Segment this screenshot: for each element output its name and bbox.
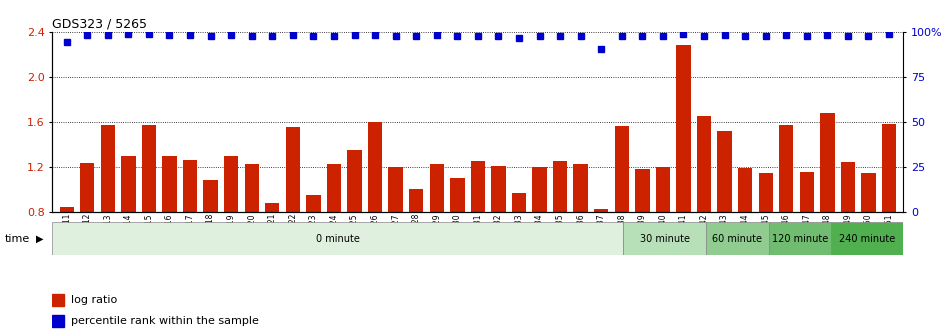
- Bar: [60, 207, 74, 212]
- Text: GDS323 / 5265: GDS323 / 5265: [52, 18, 147, 31]
- Text: ▶: ▶: [36, 234, 44, 244]
- Bar: [512, 193, 526, 212]
- Bar: [163, 156, 177, 212]
- Bar: [388, 167, 403, 212]
- Bar: [697, 116, 711, 212]
- Bar: [759, 173, 773, 212]
- Bar: [768, 222, 831, 255]
- Bar: [614, 126, 629, 212]
- Bar: [831, 222, 903, 255]
- Bar: [224, 156, 239, 212]
- Text: 60 minute: 60 minute: [712, 234, 763, 244]
- Bar: [204, 180, 218, 212]
- Bar: [573, 165, 588, 212]
- Text: 0 minute: 0 minute: [316, 234, 359, 244]
- Text: 240 minute: 240 minute: [839, 234, 895, 244]
- Bar: [430, 165, 444, 212]
- Bar: [800, 172, 814, 212]
- Bar: [368, 122, 382, 212]
- Bar: [409, 189, 423, 212]
- Text: log ratio: log ratio: [71, 295, 118, 305]
- Bar: [327, 165, 341, 212]
- Bar: [779, 125, 793, 212]
- Bar: [471, 161, 485, 212]
- Bar: [882, 124, 896, 212]
- Bar: [347, 150, 361, 212]
- Bar: [738, 168, 752, 212]
- Bar: [142, 125, 156, 212]
- Text: 120 minute: 120 minute: [771, 234, 827, 244]
- Text: percentile rank within the sample: percentile rank within the sample: [71, 316, 260, 326]
- Bar: [623, 222, 707, 255]
- Text: 30 minute: 30 minute: [640, 234, 689, 244]
- Bar: [52, 222, 623, 255]
- Bar: [52, 315, 65, 327]
- Bar: [655, 167, 670, 212]
- Bar: [265, 203, 280, 212]
- Bar: [707, 222, 768, 255]
- Text: time: time: [5, 234, 30, 244]
- Bar: [676, 45, 690, 212]
- Bar: [121, 156, 136, 212]
- Bar: [285, 127, 301, 212]
- Bar: [553, 161, 568, 212]
- Bar: [101, 125, 115, 212]
- Bar: [244, 165, 259, 212]
- Bar: [306, 195, 320, 212]
- Bar: [635, 169, 650, 212]
- Bar: [841, 162, 855, 212]
- Bar: [450, 178, 464, 212]
- Bar: [492, 166, 506, 212]
- Bar: [183, 160, 197, 212]
- Bar: [52, 294, 65, 306]
- Bar: [862, 173, 876, 212]
- Bar: [820, 113, 835, 212]
- Bar: [594, 209, 609, 212]
- Bar: [533, 167, 547, 212]
- Bar: [717, 131, 731, 212]
- Bar: [80, 163, 94, 212]
